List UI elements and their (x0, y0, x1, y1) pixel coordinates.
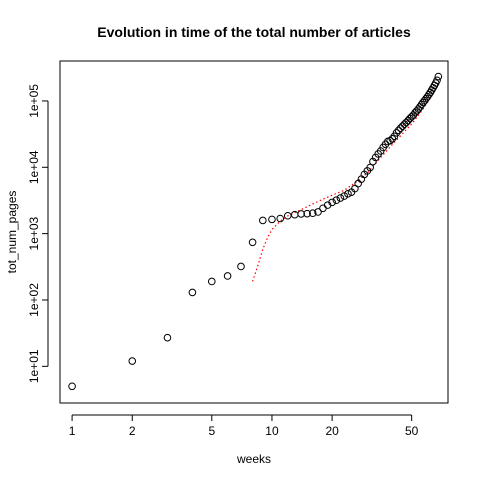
data-point (434, 72, 443, 81)
x-tick-label: 5 (208, 424, 215, 438)
data-point (336, 194, 345, 202)
data-point (283, 211, 292, 220)
x-tick-label: 50 (405, 424, 419, 438)
fit-line-layer (252, 83, 439, 282)
data-point (388, 134, 397, 143)
data-point (207, 277, 216, 286)
data-point (68, 382, 76, 391)
data-point (268, 215, 276, 224)
y-tick-label: 1e+03 (27, 216, 41, 250)
data-point (188, 288, 197, 297)
x-tick-label: 20 (325, 424, 339, 438)
x-tick-label: 10 (265, 424, 279, 438)
data-point (328, 198, 336, 207)
data-point (344, 190, 352, 198)
data-point (237, 262, 245, 271)
data-point (332, 196, 341, 205)
y-tick-label: 1e+04 (27, 150, 41, 184)
x-tick-label: 1 (69, 424, 76, 438)
points-layer (68, 72, 443, 391)
data-point (297, 210, 305, 218)
data-point (396, 124, 405, 133)
data-point (392, 129, 401, 137)
data-point (303, 209, 311, 218)
data-point (248, 238, 257, 247)
data-point (369, 157, 377, 166)
plot-frame (59, 60, 449, 404)
data-point (163, 333, 172, 342)
data-point (223, 272, 232, 280)
data-point (276, 214, 285, 223)
data-point (394, 126, 403, 135)
y-tick-label: 1e+02 (27, 283, 41, 317)
data-point (340, 192, 349, 200)
data-point (366, 163, 374, 172)
x-tick-label: 2 (129, 424, 136, 438)
y-axis-label: tot_num_pages (5, 191, 19, 274)
x-axis-label: weeks (236, 452, 271, 466)
data-point (433, 76, 441, 85)
y-tick-label: 1e+05 (27, 84, 41, 118)
data-point (259, 216, 267, 225)
data-point (314, 208, 322, 216)
chart-title: Evolution in time of the total number of… (97, 24, 411, 40)
fit-line (252, 83, 439, 282)
y-tick-label: 1e+01 (27, 349, 41, 383)
data-point (308, 209, 317, 218)
data-point (386, 136, 394, 145)
axes: 1 2 5 10 20 50 1e+01 1e+02 1e+03 1e+04 1e+05 (27, 84, 419, 438)
data-point (128, 357, 137, 365)
